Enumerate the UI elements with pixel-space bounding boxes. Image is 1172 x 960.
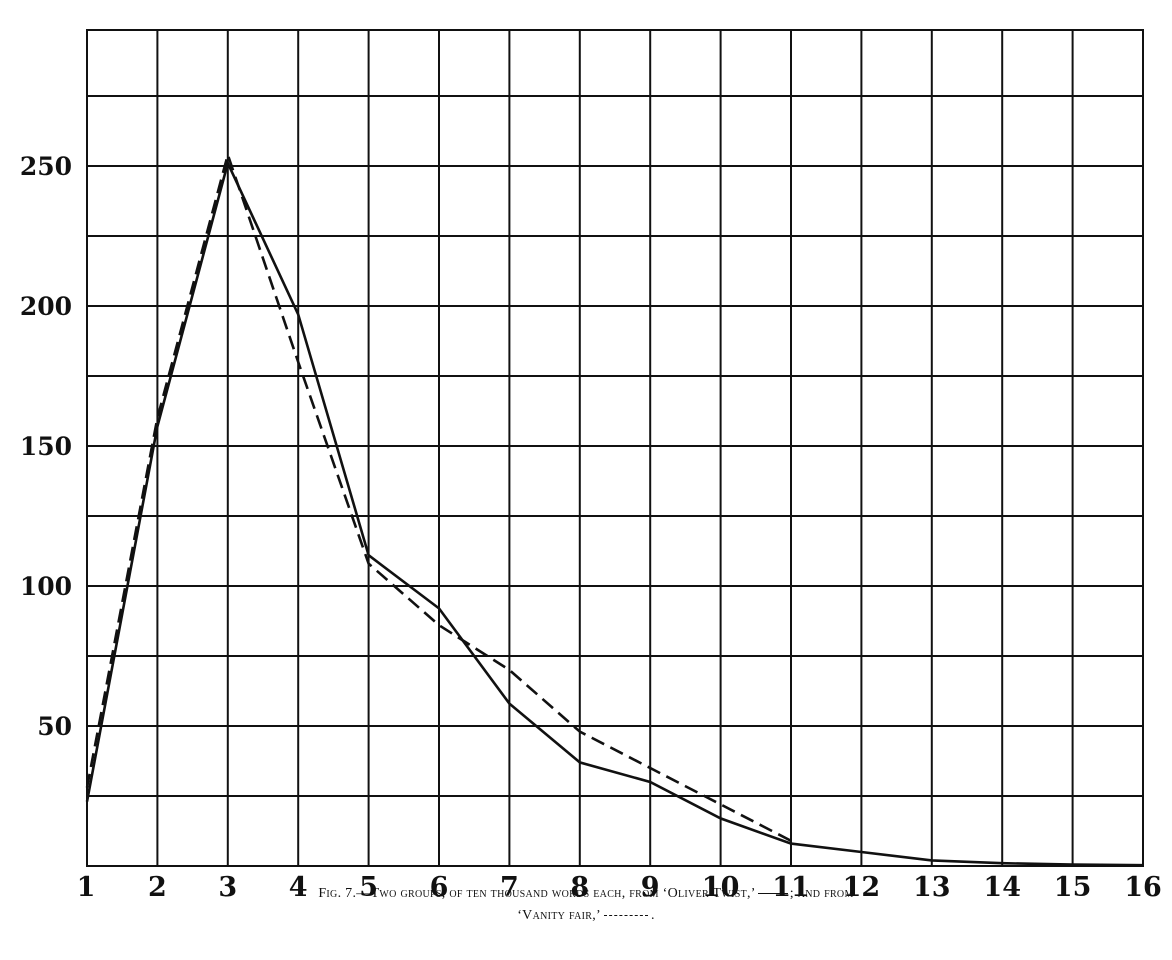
x-tick-label-16: 16 — [1124, 872, 1162, 903]
x-tick-label-14: 14 — [983, 872, 1021, 903]
x-tick-label-6: 6 — [430, 872, 449, 903]
caption-text-end: . — [650, 908, 655, 923]
y-tick-label-100: 100 — [20, 572, 72, 601]
x-tick-label-1: 1 — [77, 872, 96, 903]
solid-series-line — [85, 159, 1144, 867]
plot-frame — [86, 29, 1144, 867]
x-tick-label-11: 11 — [772, 872, 810, 903]
x-tick-label-2: 2 — [148, 872, 167, 903]
caption-text-oliver-twist: Fig. 7.—Two groups, of ten thousand word… — [318, 886, 756, 901]
dashed-series-line — [85, 150, 792, 842]
caption-line-1: Fig. 7.—Two groups, of ten thousand word… — [0, 883, 1172, 905]
caption-text-and-from: ; and from — [789, 886, 854, 901]
y-tick-label-200: 200 — [20, 292, 72, 321]
x-tick-label-15: 15 — [1054, 872, 1092, 903]
x-tick-label-9: 9 — [641, 872, 660, 903]
solid-line-legend-sample — [757, 893, 788, 895]
figure-caption: Fig. 7.—Two groups, of ten thousand word… — [0, 883, 1172, 927]
x-tick-label-8: 8 — [570, 872, 589, 903]
x-axis-tick-labels: 1 2 3 4 5 6 7 8 9 10 11 12 13 14 15 16 — [77, 872, 1162, 903]
series-lines — [85, 150, 1144, 867]
x-tick-label-13: 13 — [913, 872, 951, 903]
x-tick-label-7: 7 — [500, 872, 519, 903]
y-tick-label-50: 50 — [37, 712, 72, 741]
x-tick-label-4: 4 — [289, 872, 308, 903]
caption-text-vanity-fair: ‘Vanity fair,’ — [517, 908, 601, 923]
caption-line-2: ‘Vanity fair,’. — [0, 905, 1172, 927]
grid-lines — [87, 30, 1143, 866]
y-tick-label-250: 250 — [20, 152, 72, 181]
y-axis-tick-labels: 50 100 150 200 250 — [20, 152, 72, 741]
x-tick-label-10: 10 — [702, 872, 740, 903]
dashed-line-legend-sample — [603, 915, 648, 917]
x-tick-label-5: 5 — [359, 872, 378, 903]
x-tick-label-12: 12 — [843, 872, 881, 903]
y-tick-label-150: 150 — [20, 432, 72, 461]
x-tick-label-3: 3 — [218, 872, 237, 903]
